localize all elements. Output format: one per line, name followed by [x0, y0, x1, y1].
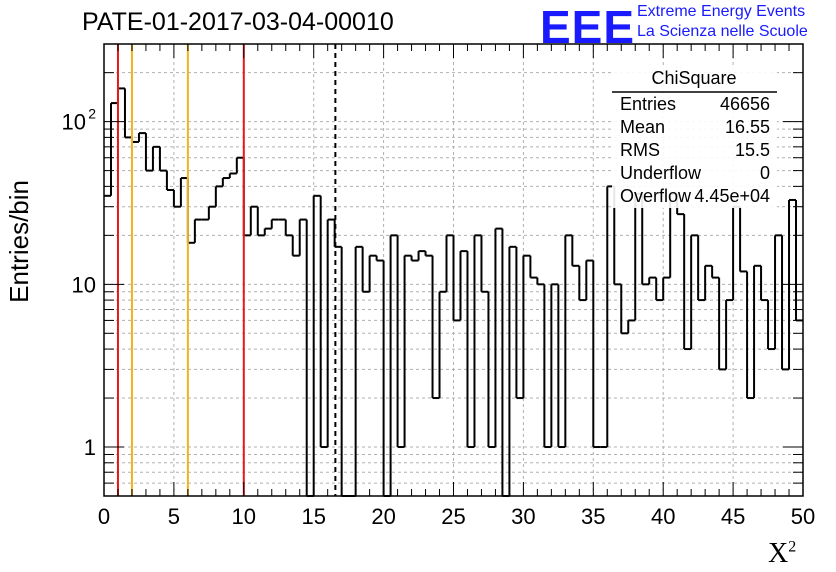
stats-row-label: Overflow	[620, 186, 692, 206]
stats-row-value: 4.45e+04	[694, 186, 770, 206]
x-tick-label: 40	[651, 504, 675, 529]
y-tick-label: 1	[84, 435, 96, 460]
x-tick-label: 0	[98, 504, 110, 529]
x-tick-label: 10	[232, 504, 256, 529]
stats-row-label: Underflow	[620, 163, 702, 183]
y-tick-label: 10	[72, 272, 96, 297]
x-axis-label: X2	[768, 538, 796, 570]
x-tick-label: 5	[168, 504, 180, 529]
x-tick-label: 30	[511, 504, 535, 529]
x-tick-label: 15	[301, 504, 325, 529]
x-tick-label: 35	[581, 504, 605, 529]
stats-row-value: 46656	[720, 94, 770, 114]
stats-row-label: Mean	[620, 117, 665, 137]
stats-row-value: 0	[760, 163, 770, 183]
logo-line-1: Extreme Energy Events	[637, 3, 806, 20]
x-tick-label: 25	[441, 504, 465, 529]
stats-row-label: Entries	[620, 94, 676, 114]
stats-box: ChiSquare Entries 46656 Mean 16.55 RMS 15.5 Und…	[612, 68, 777, 208]
x-axis-label-sup: 2	[788, 538, 797, 556]
logo-line-2: La Scienza nelle Scuole	[637, 23, 808, 40]
stats-row-value: 15.5	[735, 140, 770, 160]
y-tick-label: 10	[62, 110, 86, 135]
x-tick-label: 20	[371, 504, 395, 529]
stats-box-title: ChiSquare	[651, 68, 736, 88]
stats-row-value: 16.55	[725, 117, 770, 137]
histogram-layer	[104, 87, 803, 497]
y-tick-label-exponent: 2	[88, 106, 96, 122]
plot-title: PATE-01-2017-03-04-00010	[82, 8, 394, 36]
x-axis-label-base: X	[768, 538, 789, 569]
x-tick-label: 45	[721, 504, 745, 529]
x-tick-label: 50	[791, 504, 815, 529]
stats-row-label: RMS	[620, 140, 660, 160]
vertical-lines-layer	[116, 44, 337, 496]
